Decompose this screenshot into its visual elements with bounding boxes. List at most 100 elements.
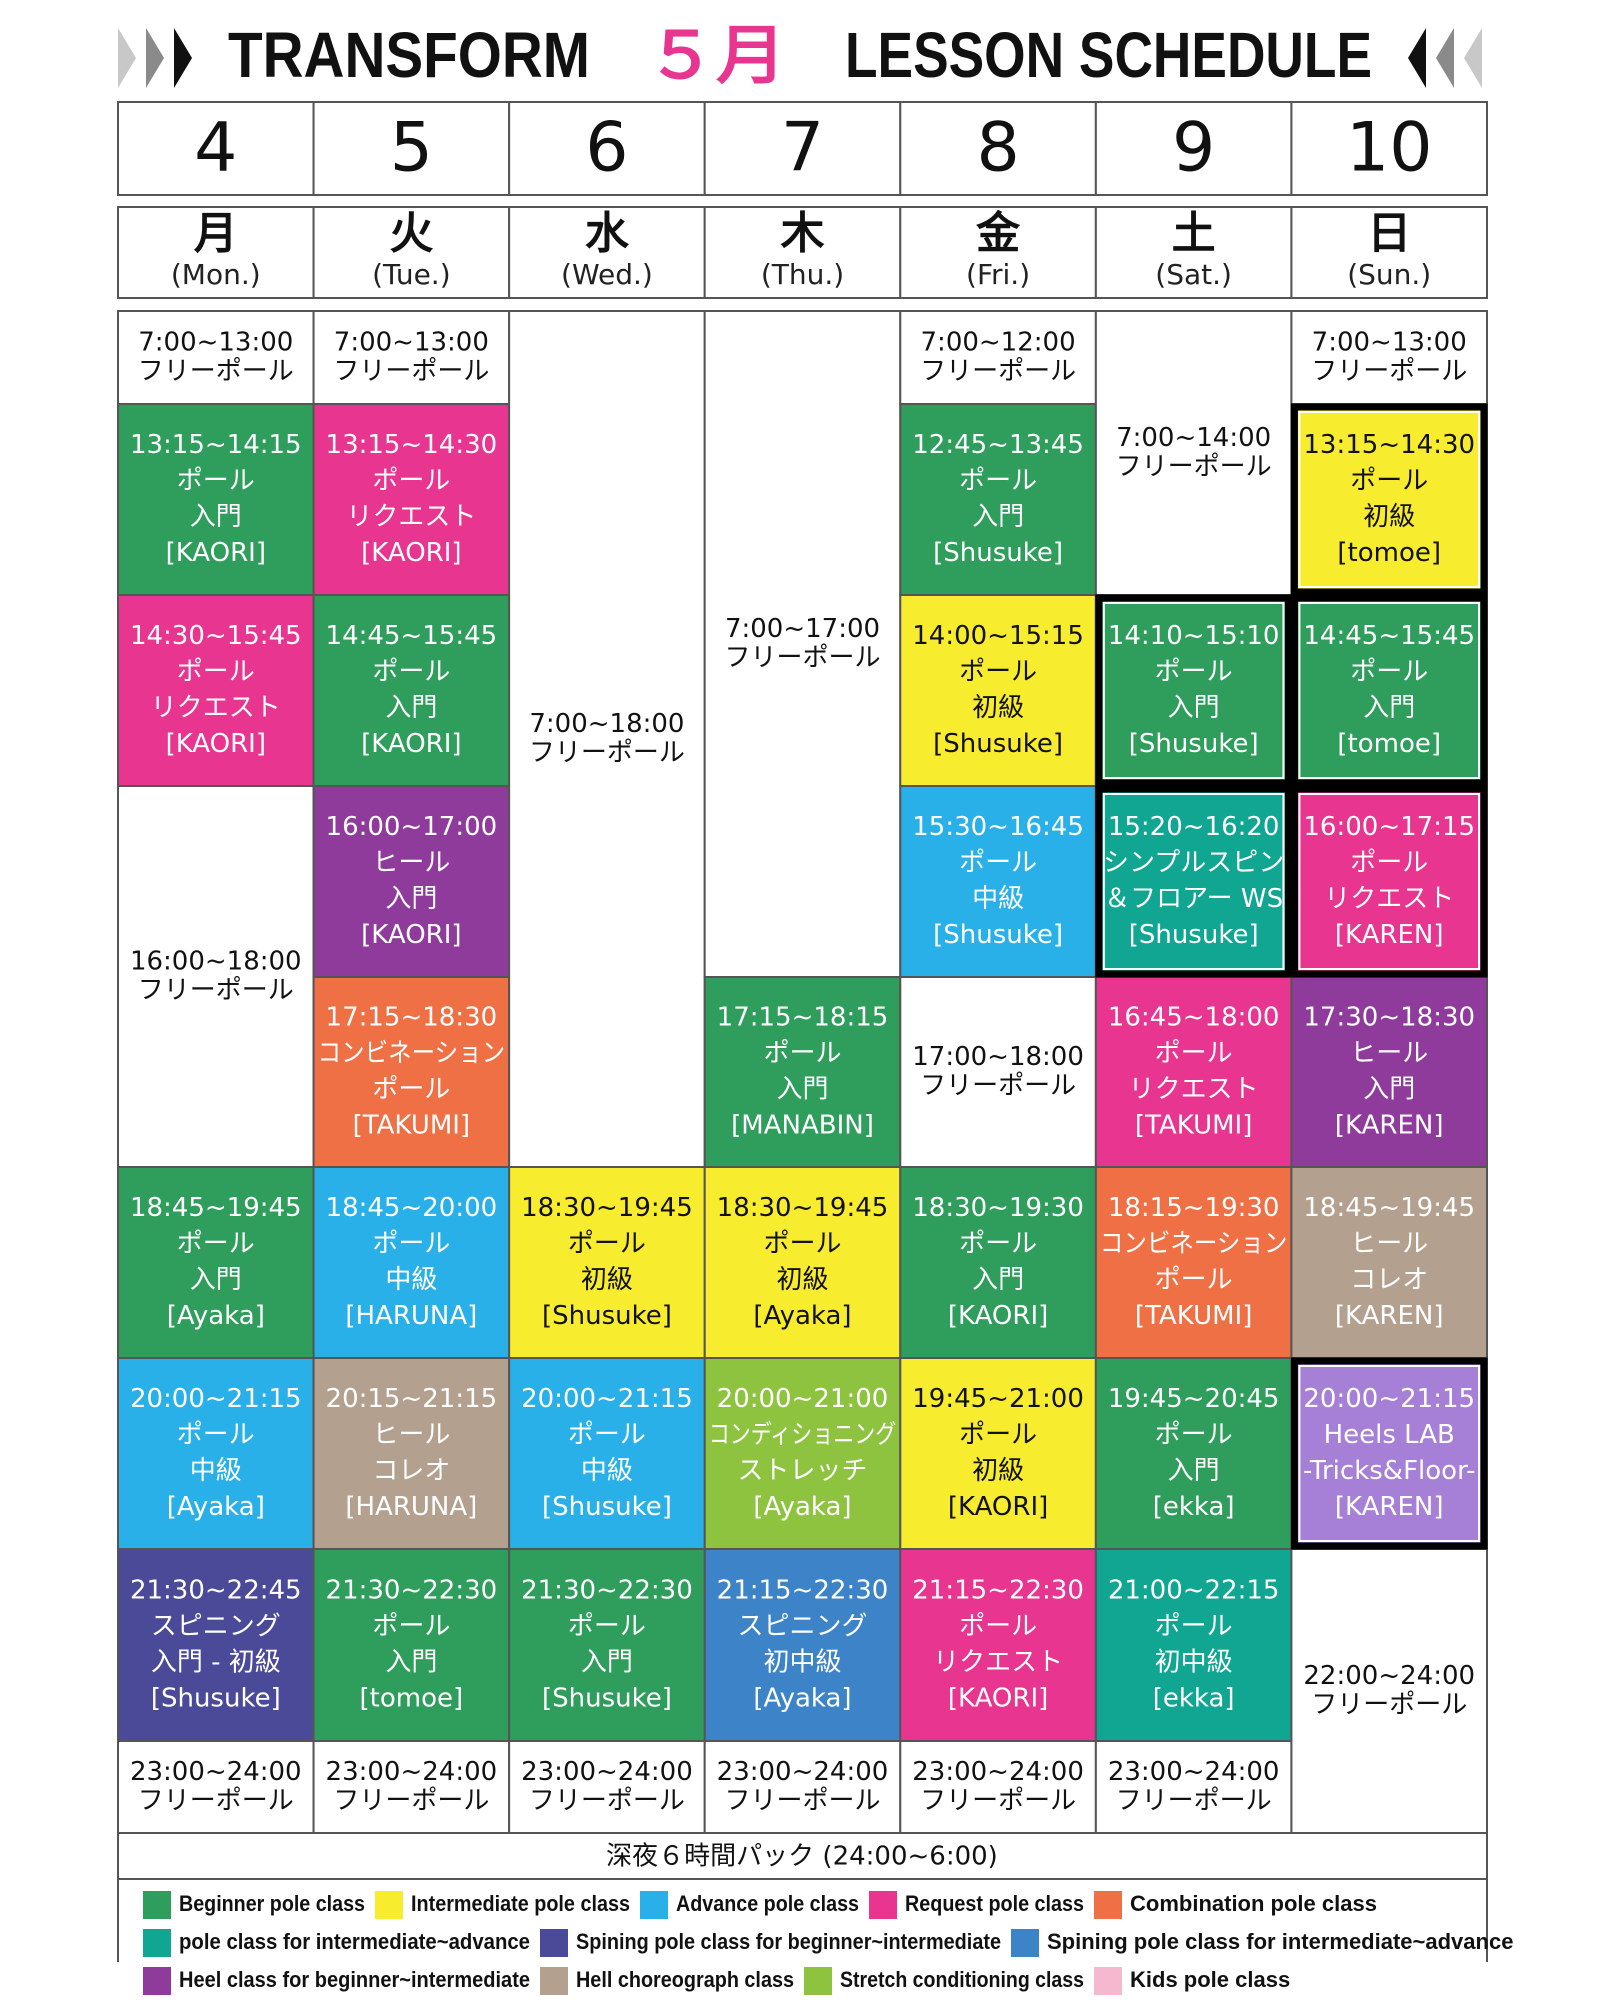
lesson-line: -Tricks&Floor- <box>1303 1456 1476 1486</box>
legend-swatch <box>1094 1967 1122 1995</box>
weekday-cell <box>1290 206 1489 299</box>
weekday-en: (Sun.) <box>1347 258 1431 291</box>
legend-label: Beginner pole class <box>179 1891 365 1916</box>
date-cell <box>703 101 902 196</box>
lesson-line: [KAORI] <box>361 538 461 568</box>
date-number: 7 <box>781 109 824 188</box>
lesson-time: 21:00~22:15 <box>1108 1576 1280 1606</box>
lesson-line: リクエスト <box>346 502 476 532</box>
lesson-time: 18:15~19:30 <box>1108 1193 1280 1223</box>
header-arrows <box>118 28 1482 88</box>
lesson-time: 13:15~14:15 <box>130 430 302 460</box>
legend-label: Intermediate pole class <box>411 1891 630 1916</box>
lesson-time: 21:15~22:30 <box>912 1576 1084 1606</box>
lesson-line: 中級 <box>385 1265 437 1295</box>
lesson-line: 入門 <box>385 884 437 914</box>
lesson-line: 入門 <box>1168 1456 1220 1486</box>
lesson-line: 入門 - 初級 <box>151 1648 281 1678</box>
lesson-line: 入門 <box>1168 693 1220 723</box>
lesson-line: ポール <box>568 1612 646 1642</box>
lesson-line: ポール <box>1350 657 1428 687</box>
lesson-line: ポール <box>1155 1039 1233 1069</box>
lesson-block <box>312 594 511 787</box>
lesson-time: 7:00~18:00 <box>529 709 684 739</box>
block-frame <box>1290 403 1488 596</box>
lesson-time: 7:00~13:00 <box>1312 328 1467 358</box>
lesson-time: 13:15~14:30 <box>326 430 498 460</box>
lesson-line: [KAORI] <box>361 729 461 759</box>
lesson-line: ポール <box>763 1039 841 1069</box>
lesson-line: 入門 <box>581 1648 633 1678</box>
weekday: 金 <box>975 208 1021 259</box>
lesson-block <box>117 594 315 787</box>
lesson-line: [tomoe] <box>1337 729 1441 759</box>
lesson-line: 初級 <box>972 693 1024 723</box>
lesson-line: 初級 <box>776 1265 828 1295</box>
lesson-line: ポール <box>959 657 1037 687</box>
lesson-line: [Shusuke] <box>542 1492 672 1522</box>
lesson-block <box>1094 1548 1293 1742</box>
legend-label: Request pole class <box>905 1891 1084 1916</box>
lesson-line: 初級 <box>1363 502 1415 532</box>
lesson-block <box>312 1166 511 1359</box>
lesson-line: ヒール <box>1350 1229 1428 1259</box>
lesson-time: 18:30~19:45 <box>717 1193 889 1223</box>
lesson-block <box>1290 403 1489 596</box>
block-frame-inner <box>1102 793 1285 970</box>
lesson-line: [Ayaka] <box>167 1492 265 1522</box>
weekday: 日 <box>1367 208 1411 259</box>
lesson-line: [Shusuke] <box>933 538 1063 568</box>
lesson-line: ストレッチ <box>737 1456 867 1486</box>
lesson-line: リクエスト <box>1324 884 1454 914</box>
lesson-line: ポール <box>372 1229 450 1259</box>
weekday-en: (Fri.) <box>966 258 1030 291</box>
lesson-time: 20:15~21:15 <box>326 1384 498 1414</box>
lesson-line: [KAORI] <box>166 538 266 568</box>
date-cell <box>1094 101 1293 196</box>
legend-swatch <box>143 1929 171 1957</box>
lesson-line: [Ayaka] <box>753 1684 851 1714</box>
date-number: 9 <box>1172 109 1215 188</box>
lesson-block <box>899 785 1097 978</box>
lesson-line: 入門 <box>385 693 437 723</box>
legend-label: Hell choreograph class <box>576 1967 794 1992</box>
lesson-line: [TAKUMI] <box>1135 1111 1252 1141</box>
lesson-line: リクエスト <box>933 1648 1063 1678</box>
lesson-time: 14:00~15:15 <box>912 621 1084 651</box>
lesson-time: 17:15~18:15 <box>717 1003 889 1033</box>
block-frame-inner <box>1298 602 1481 779</box>
lesson-time: 18:30~19:30 <box>912 1193 1084 1223</box>
lesson-line: [KAREN] <box>1335 1111 1444 1141</box>
lesson-line: 入門 <box>776 1075 828 1105</box>
weekday-en: (Tue.) <box>372 258 451 291</box>
lesson-time: 17:00~18:00 <box>912 1042 1084 1072</box>
lesson-time: 22:00~24:00 <box>1303 1661 1475 1691</box>
lesson-line: フリーポール <box>724 1786 880 1816</box>
lesson-line: [MANABIN] <box>731 1111 874 1141</box>
lesson-line: [KAORI] <box>948 1684 1048 1714</box>
lesson-line: 中級 <box>972 884 1024 914</box>
lesson-line: [KAORI] <box>166 729 266 759</box>
lesson-line: リクエスト <box>1129 1075 1259 1105</box>
block-frame <box>1095 785 1292 978</box>
lesson-block <box>117 1357 315 1550</box>
lesson-time: 7:00~12:00 <box>921 328 1076 358</box>
lesson-time: 23:00~24:00 <box>521 1757 693 1787</box>
lesson-line: ポール <box>1155 1612 1233 1642</box>
lesson-line: [HARUNA] <box>345 1301 477 1331</box>
free-block <box>703 1740 902 1834</box>
lesson-line: スピニング <box>151 1612 281 1642</box>
lesson-line: ヒール <box>1350 1039 1428 1069</box>
lesson-block <box>508 1357 706 1550</box>
lesson-line: フリーポール <box>529 738 685 768</box>
lesson-block <box>508 1166 706 1359</box>
title-month: ５月 <box>646 20 786 94</box>
free-block <box>117 310 315 405</box>
date-cell <box>508 101 706 196</box>
legend-label: Stretch conditioning class <box>840 1967 1084 1992</box>
legend-label: Advance pole class <box>676 1891 859 1916</box>
legend-swatch <box>143 1891 171 1919</box>
title-left: TRANSFORM <box>228 19 590 91</box>
block-frame-inner <box>1298 793 1481 970</box>
block-frame-inner <box>1298 1365 1481 1542</box>
